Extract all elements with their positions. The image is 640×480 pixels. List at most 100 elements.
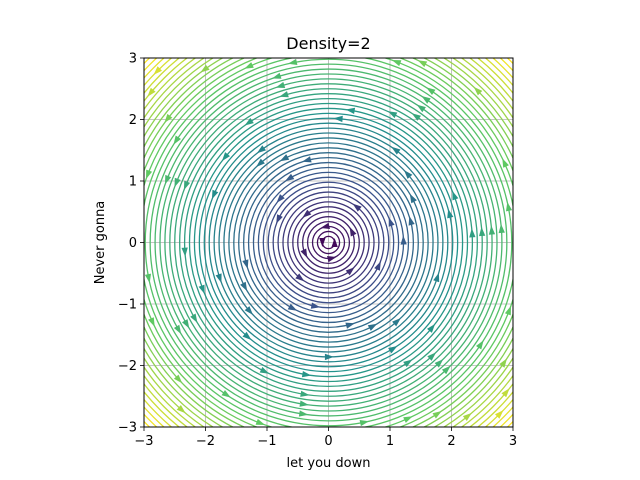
streamline: [238, 152, 419, 333]
stream-arrow: [333, 115, 343, 123]
x-axis-label: let you down: [287, 456, 371, 471]
streamline: [188, 102, 469, 383]
chart-title: Density=2: [286, 34, 370, 53]
stream-arrow: [345, 322, 355, 329]
stream-arrow: [498, 223, 505, 234]
streamline: [228, 142, 429, 343]
stream-arrow: [352, 203, 362, 212]
streamline: [144, 58, 513, 427]
stream-arrow: [198, 284, 205, 295]
stream-arrow: [409, 193, 417, 204]
stream-arrow: [499, 358, 507, 368]
streamline: [267, 181, 390, 304]
streamline: [277, 191, 380, 294]
stream-arrow: [240, 281, 248, 292]
x-tick-label: −1: [257, 434, 276, 449]
streamline: [302, 216, 355, 269]
stream-arrow: [479, 226, 486, 237]
streamline: [179, 93, 478, 392]
stream-arrow: [502, 158, 509, 168]
stream-arrow: [434, 359, 444, 368]
stream-arrow: [153, 66, 162, 75]
stream-arrow: [173, 324, 182, 335]
stream-arrow: [275, 81, 286, 88]
stream-arrow: [300, 390, 310, 397]
streamline: [198, 112, 459, 373]
stream-arrow: [374, 261, 381, 271]
stream-arrow: [176, 405, 186, 414]
stream-arrow: [183, 180, 191, 191]
stream-arrow: [301, 371, 312, 378]
y-tick-label: 1: [129, 175, 137, 190]
stream-arrow: [349, 227, 357, 237]
x-tick-label: −3: [134, 434, 153, 449]
streamline: [218, 132, 439, 353]
stream-arrow: [144, 273, 151, 284]
stream-arrow: [359, 420, 370, 427]
streamline: [233, 147, 424, 338]
streamline: [247, 161, 410, 324]
stream-arrow: [295, 273, 305, 282]
streamline: [262, 176, 395, 309]
stream-arrow: [276, 214, 283, 224]
stream-arrow: [345, 267, 355, 276]
stream-arrow: [388, 346, 398, 354]
stream-arrow: [392, 318, 401, 327]
y-tick-label: 3: [129, 52, 137, 67]
stream-arrow: [242, 331, 252, 340]
stream-arrow: [287, 303, 298, 311]
stream-arrow: [190, 313, 198, 323]
streamline: [316, 230, 341, 255]
stream-arrow: [279, 91, 289, 98]
stream-arrow: [320, 222, 330, 229]
streamline: [154, 68, 503, 417]
streamline: [257, 171, 400, 314]
stream-arrow: [200, 64, 210, 73]
axis-ticks: −3 −2 −1 0 1 2 3 −3 −2 −1 0 1 2 3: [118, 52, 517, 450]
stream-arrow: [259, 366, 270, 374]
stream-arrow: [302, 209, 312, 218]
stream-arrow: [221, 152, 230, 162]
streamline: [297, 211, 360, 274]
stream-arrow: [244, 306, 253, 315]
stream-arrow: [417, 60, 428, 68]
streamline: [174, 88, 483, 397]
stream-arrow: [173, 135, 181, 145]
stream-arrow: [164, 113, 173, 123]
stream-arrow: [501, 388, 510, 398]
stream-arrow: [285, 173, 295, 182]
streamlines: [144, 58, 513, 427]
stream-arrow: [272, 72, 282, 79]
stream-arrow: [279, 154, 290, 162]
streamline: [242, 156, 415, 329]
stream-arrow: [244, 62, 254, 69]
stream-arrow: [182, 319, 190, 329]
stream-arrow: [441, 365, 451, 375]
stream-arrow: [310, 302, 321, 309]
stream-arrow: [331, 238, 338, 247]
streamline: [282, 196, 375, 289]
stream-arrow: [181, 247, 188, 257]
stream-arrow: [298, 410, 309, 417]
y-tick-label: 0: [129, 236, 137, 251]
stream-arrow: [387, 111, 398, 119]
streamline: [292, 206, 365, 279]
streamline: [272, 186, 385, 299]
stream-arrow: [391, 146, 401, 155]
x-tick-label: 3: [509, 434, 517, 449]
stream-arrow: [256, 145, 266, 154]
streamline: [306, 220, 351, 265]
stream-arrow: [146, 169, 153, 180]
stream-arrow: [215, 273, 222, 283]
stream-arrow: [319, 238, 326, 247]
streamline: [149, 63, 508, 422]
streamline: [159, 73, 498, 412]
x-tick-label: 1: [386, 434, 394, 449]
stream-arrow: [432, 411, 442, 419]
stream-arrow: [416, 104, 426, 113]
y-axis-label: Never gonna: [93, 201, 108, 285]
stream-arrow: [462, 412, 472, 421]
y-tick-label: −3: [118, 421, 137, 436]
y-tick-label: 2: [129, 113, 137, 128]
